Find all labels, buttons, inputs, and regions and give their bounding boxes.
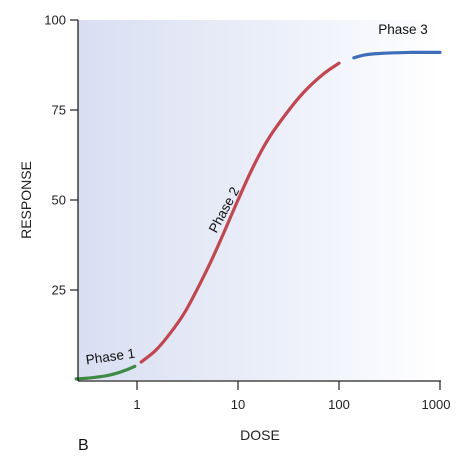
y-tick-label-75: 75 bbox=[52, 103, 66, 118]
y-tick-label-50: 50 bbox=[52, 193, 66, 208]
phase-1-label: Phase 1 bbox=[85, 346, 136, 368]
x-tick-label-1000: 1000 bbox=[422, 397, 451, 412]
x-tick-label-10: 10 bbox=[231, 397, 245, 412]
panel-label: B bbox=[78, 437, 89, 454]
x-tick-label-1: 1 bbox=[133, 397, 140, 412]
y-tick-label-25: 25 bbox=[52, 283, 66, 298]
series-layer bbox=[74, 50, 442, 381]
y-axis-title: RESPONSE bbox=[18, 161, 34, 239]
phase-3-curve bbox=[352, 50, 442, 60]
phase-1-curve bbox=[74, 364, 137, 381]
plot-background bbox=[78, 20, 440, 380]
x-tick-label-100: 100 bbox=[328, 397, 350, 412]
y-tick-label-100: 100 bbox=[44, 13, 66, 28]
x-axis-title: DOSE bbox=[240, 427, 280, 443]
phase-2-curve bbox=[139, 61, 341, 364]
phase-3-label: Phase 3 bbox=[378, 22, 428, 37]
